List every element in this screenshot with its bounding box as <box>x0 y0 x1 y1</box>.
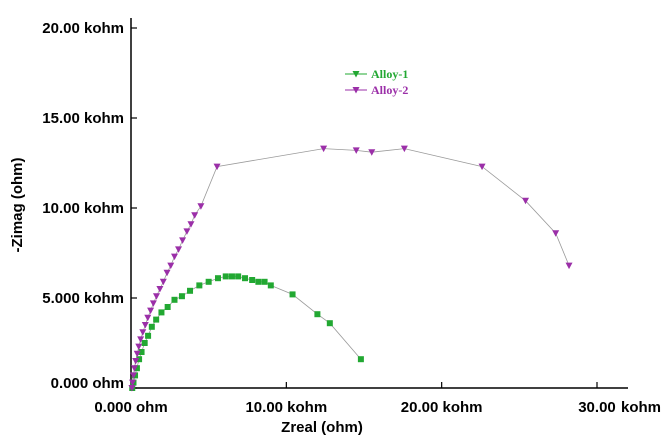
x-tick-label: 10.00 kohm <box>245 399 327 416</box>
data-point <box>352 147 360 154</box>
data-point <box>197 203 205 210</box>
data-point <box>261 278 268 285</box>
x-tick-label: 30.00 <box>578 399 616 416</box>
data-point <box>187 221 195 228</box>
data-point <box>267 282 274 289</box>
legend-marker <box>352 71 360 78</box>
data-point <box>289 291 296 298</box>
series-alloy-2 <box>128 145 573 392</box>
data-point <box>242 275 249 282</box>
data-point <box>149 300 157 307</box>
data-point <box>187 287 194 294</box>
data-point <box>175 246 183 253</box>
legend-label: Alloy-1 <box>371 67 408 81</box>
data-point <box>137 336 145 343</box>
data-point <box>139 329 147 336</box>
legend-item: Alloy-1 <box>345 67 408 81</box>
data-point <box>152 293 160 300</box>
data-point <box>478 163 486 171</box>
data-point <box>183 228 191 235</box>
series-layer <box>128 145 573 392</box>
data-point <box>145 332 152 339</box>
data-point <box>249 277 256 283</box>
data-point <box>133 365 140 372</box>
legend-marker <box>352 87 360 94</box>
y-tick-label: 20.00 kohm <box>42 20 124 37</box>
data-point <box>138 349 145 355</box>
data-point <box>128 385 136 392</box>
data-point <box>141 322 149 329</box>
series-line <box>131 275 362 389</box>
legend: Alloy-1 Alloy-2 <box>345 67 408 97</box>
data-point <box>214 275 221 282</box>
y-tick-label: 15.00 kohm <box>42 110 124 127</box>
data-point <box>565 262 573 270</box>
x-axis-ticks: 0.000 ohm 10.00 kohm 20.00 kohm 30.00 <box>94 382 616 416</box>
axes <box>130 18 628 389</box>
series-line <box>131 148 570 389</box>
data-point <box>178 293 185 300</box>
data-point <box>235 273 242 280</box>
data-point <box>141 340 148 346</box>
data-point <box>255 278 262 285</box>
data-point <box>147 307 155 315</box>
data-point <box>228 273 235 280</box>
data-point <box>171 296 178 303</box>
data-point <box>136 356 143 363</box>
data-point <box>320 145 328 153</box>
data-point <box>129 372 137 379</box>
data-point <box>326 320 333 327</box>
data-point <box>368 149 376 156</box>
y-axis-title: -Zimag (ohm) <box>9 158 26 253</box>
data-point <box>191 212 199 219</box>
data-point <box>552 230 560 237</box>
y-axis-ticks: 0.000 ohm 5.000 kohm 10.00 kohm 15.00 kohm 2… <box>42 20 137 392</box>
x-tick-label: 20.00 kohm <box>401 399 483 416</box>
x-tick-label: 0.000 ohm <box>94 399 167 416</box>
data-point <box>135 343 143 351</box>
data-point <box>158 309 165 316</box>
data-point <box>133 350 141 358</box>
legend-item: Alloy-2 <box>345 83 408 97</box>
y-tick-label: 10.00 kohm <box>42 200 124 217</box>
data-point <box>167 262 175 270</box>
data-point <box>357 356 364 363</box>
data-point <box>314 311 321 318</box>
data-point <box>400 145 408 153</box>
data-point <box>222 273 229 280</box>
data-point <box>163 269 171 277</box>
data-point <box>129 379 137 387</box>
y-tick-label: 0.000 ohm <box>51 375 124 392</box>
data-point <box>205 278 212 285</box>
data-point <box>148 323 155 330</box>
data-point <box>156 286 164 293</box>
data-point <box>132 358 140 365</box>
data-point <box>522 197 530 205</box>
x-axis-title: Zreal (ohm) <box>281 419 363 436</box>
data-point <box>164 304 171 310</box>
data-point <box>153 316 160 323</box>
data-point <box>196 282 203 289</box>
data-point <box>213 163 221 171</box>
y-tick-label: 5.000 kohm <box>42 290 124 307</box>
x-axis-unit-suffix: kohm <box>621 399 661 416</box>
series-alloy-1 <box>129 273 364 391</box>
data-point <box>159 278 167 286</box>
data-point <box>179 237 187 244</box>
data-point <box>144 314 152 322</box>
data-point <box>170 253 178 261</box>
data-point <box>130 365 138 372</box>
legend-label: Alloy-2 <box>371 83 408 97</box>
